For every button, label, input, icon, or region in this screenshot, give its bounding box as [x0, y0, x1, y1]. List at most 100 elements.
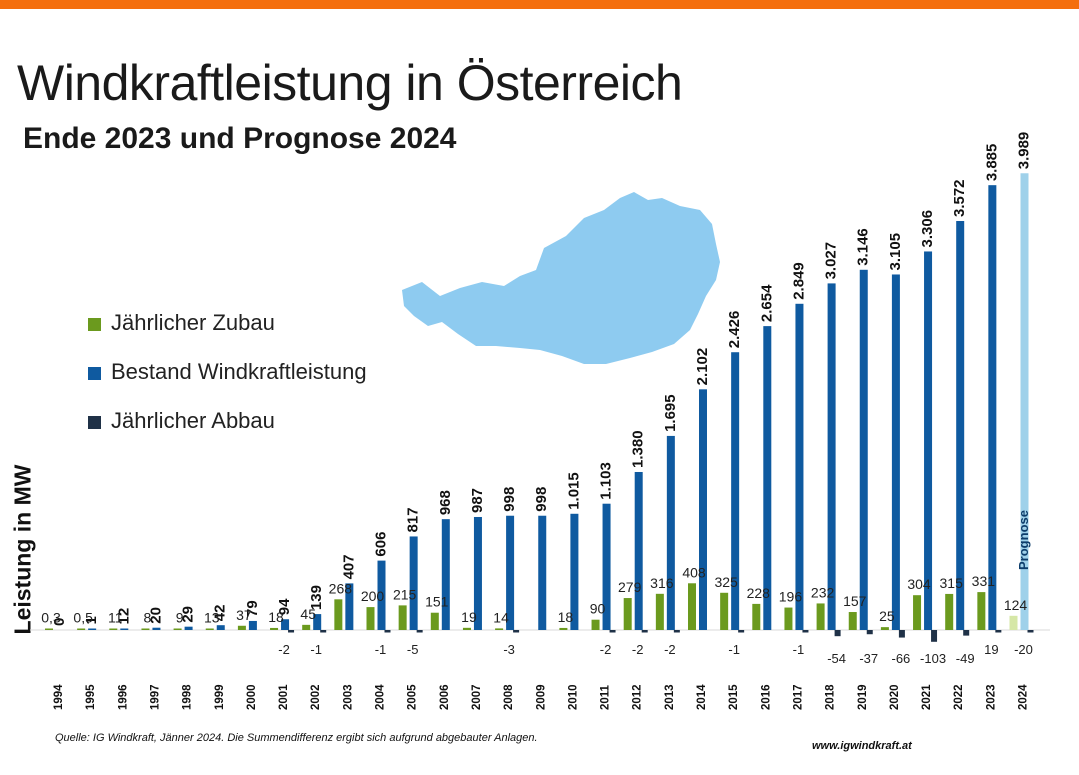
data-label-zubau: 196: [779, 589, 803, 605]
data-label-abbau: -2: [600, 642, 612, 657]
bar-abbau: [866, 630, 873, 635]
bar-zubau: [462, 627, 471, 630]
bar-bestand: [281, 619, 290, 630]
x-tick-label: 2009: [535, 684, 547, 710]
data-label-abbau: -1: [793, 642, 805, 657]
bar-bestand: [924, 251, 933, 630]
data-label-bestand: 3.885: [983, 144, 1000, 182]
bar-abbau: [609, 630, 616, 633]
data-label-bestand: 3.027: [823, 242, 840, 280]
x-tick-label: 2023: [985, 684, 997, 710]
data-label-zubau: 11: [108, 610, 123, 626]
data-label-abbau: -2: [664, 642, 676, 657]
bar-bestand: [313, 614, 322, 630]
bar-zubau: [655, 593, 664, 630]
data-label-bestand: 3.105: [887, 233, 904, 271]
bar-bestand: [956, 221, 965, 631]
bar-bestand: [409, 536, 418, 630]
data-label-zubau: 45: [300, 606, 316, 622]
x-tick-label: 2011: [600, 684, 612, 710]
bar-zubau: [205, 628, 214, 630]
bar-bestand: [602, 503, 611, 630]
bar-abbau: [802, 630, 809, 633]
bar-zubau: [945, 593, 954, 630]
bar-zubau: [623, 598, 632, 630]
bar-bestand: [763, 326, 772, 630]
bar-zubau: [848, 612, 857, 630]
data-label-zubau: 268: [329, 580, 353, 596]
bar-bestand: [88, 628, 97, 630]
data-label-bestand: 968: [437, 490, 454, 515]
data-label-zubau: 304: [907, 576, 931, 592]
bar-bestand: [1020, 173, 1029, 630]
bar-abbau: [738, 630, 745, 633]
legend-swatch-abbau: [88, 416, 101, 429]
x-tick-label: 2001: [278, 684, 290, 710]
x-tick-label: 2005: [407, 684, 419, 710]
data-label-abbau: -5: [407, 642, 419, 657]
data-label-zubau: 13: [204, 610, 220, 626]
data-label-abbau: -2: [278, 642, 290, 657]
bar-zubau: [334, 599, 343, 630]
website-link[interactable]: www.igwindkraft.at: [812, 740, 912, 752]
data-label-bestand: 2.426: [726, 311, 743, 349]
bar-bestand: [345, 583, 354, 630]
bar-bestand: [538, 515, 547, 630]
data-label-zubau: 90: [590, 601, 606, 617]
bar-abbau: [641, 630, 648, 633]
x-tick-label: 2021: [921, 684, 933, 710]
bar-zubau: [591, 619, 600, 630]
data-label-zubau: 331: [972, 573, 996, 589]
data-label-bestand: 998: [533, 487, 550, 512]
data-label-zubau: 316: [650, 575, 674, 591]
bar-abbau: [834, 630, 841, 637]
data-label-bestand: 3.989: [1015, 132, 1032, 170]
data-label-abbau: -1: [310, 642, 322, 657]
top-accent-bar: [0, 0, 1079, 9]
legend-swatch-zubau: [88, 318, 101, 331]
bar-bestand: [473, 516, 482, 630]
bar-zubau: [141, 628, 150, 630]
data-label-abbau: -1: [728, 642, 740, 657]
data-label-abbau: -3: [503, 642, 515, 657]
data-label-bestand: 0: [51, 618, 68, 626]
bar-bestand: [699, 389, 707, 630]
bar-bestand: [891, 274, 900, 630]
bar-abbau: [288, 630, 295, 633]
data-label-bestand: 20: [147, 607, 164, 624]
data-label-bestand: 2.654: [758, 284, 775, 322]
bar-abbau: [320, 630, 327, 633]
data-label-abbau: -1: [375, 642, 387, 657]
bar-bestand: [731, 352, 740, 630]
bar-zubau: [109, 628, 118, 630]
data-label-bestand: 29: [180, 606, 197, 623]
data-label-bestand: 1.695: [662, 394, 679, 432]
x-tick-label: 1994: [53, 684, 65, 710]
x-tick-label: 1995: [85, 684, 97, 710]
data-label-bestand: 3.306: [919, 210, 936, 248]
bar-bestand: [988, 185, 997, 631]
data-label-zubau: 200: [361, 588, 385, 604]
bar-abbau: [513, 630, 520, 633]
bar-abbau: [963, 630, 970, 636]
data-label-bestand: 606: [372, 532, 389, 557]
data-label-bestand: 2.849: [790, 262, 807, 300]
bar-abbau: [931, 630, 938, 642]
data-label-bestand: 987: [469, 488, 486, 513]
x-tick-label: 2008: [503, 684, 515, 710]
bar-zubau: [688, 583, 696, 630]
data-label-abbau: -20: [1014, 642, 1033, 657]
bar-bestand: [795, 303, 804, 630]
data-label-abbau: -37: [859, 651, 878, 666]
data-label-zubau: 18: [558, 609, 574, 625]
bar-bestand: [441, 519, 450, 630]
x-tick-label: 2007: [471, 684, 483, 710]
bar-bestand: [666, 435, 675, 630]
x-tick-label: 2013: [664, 684, 676, 710]
bar-bestand: [216, 625, 225, 630]
bar-abbau: [384, 630, 391, 633]
bar-zubau: [237, 625, 246, 630]
data-label-bestand: 407: [340, 554, 357, 579]
bar-zubau: [977, 592, 986, 630]
